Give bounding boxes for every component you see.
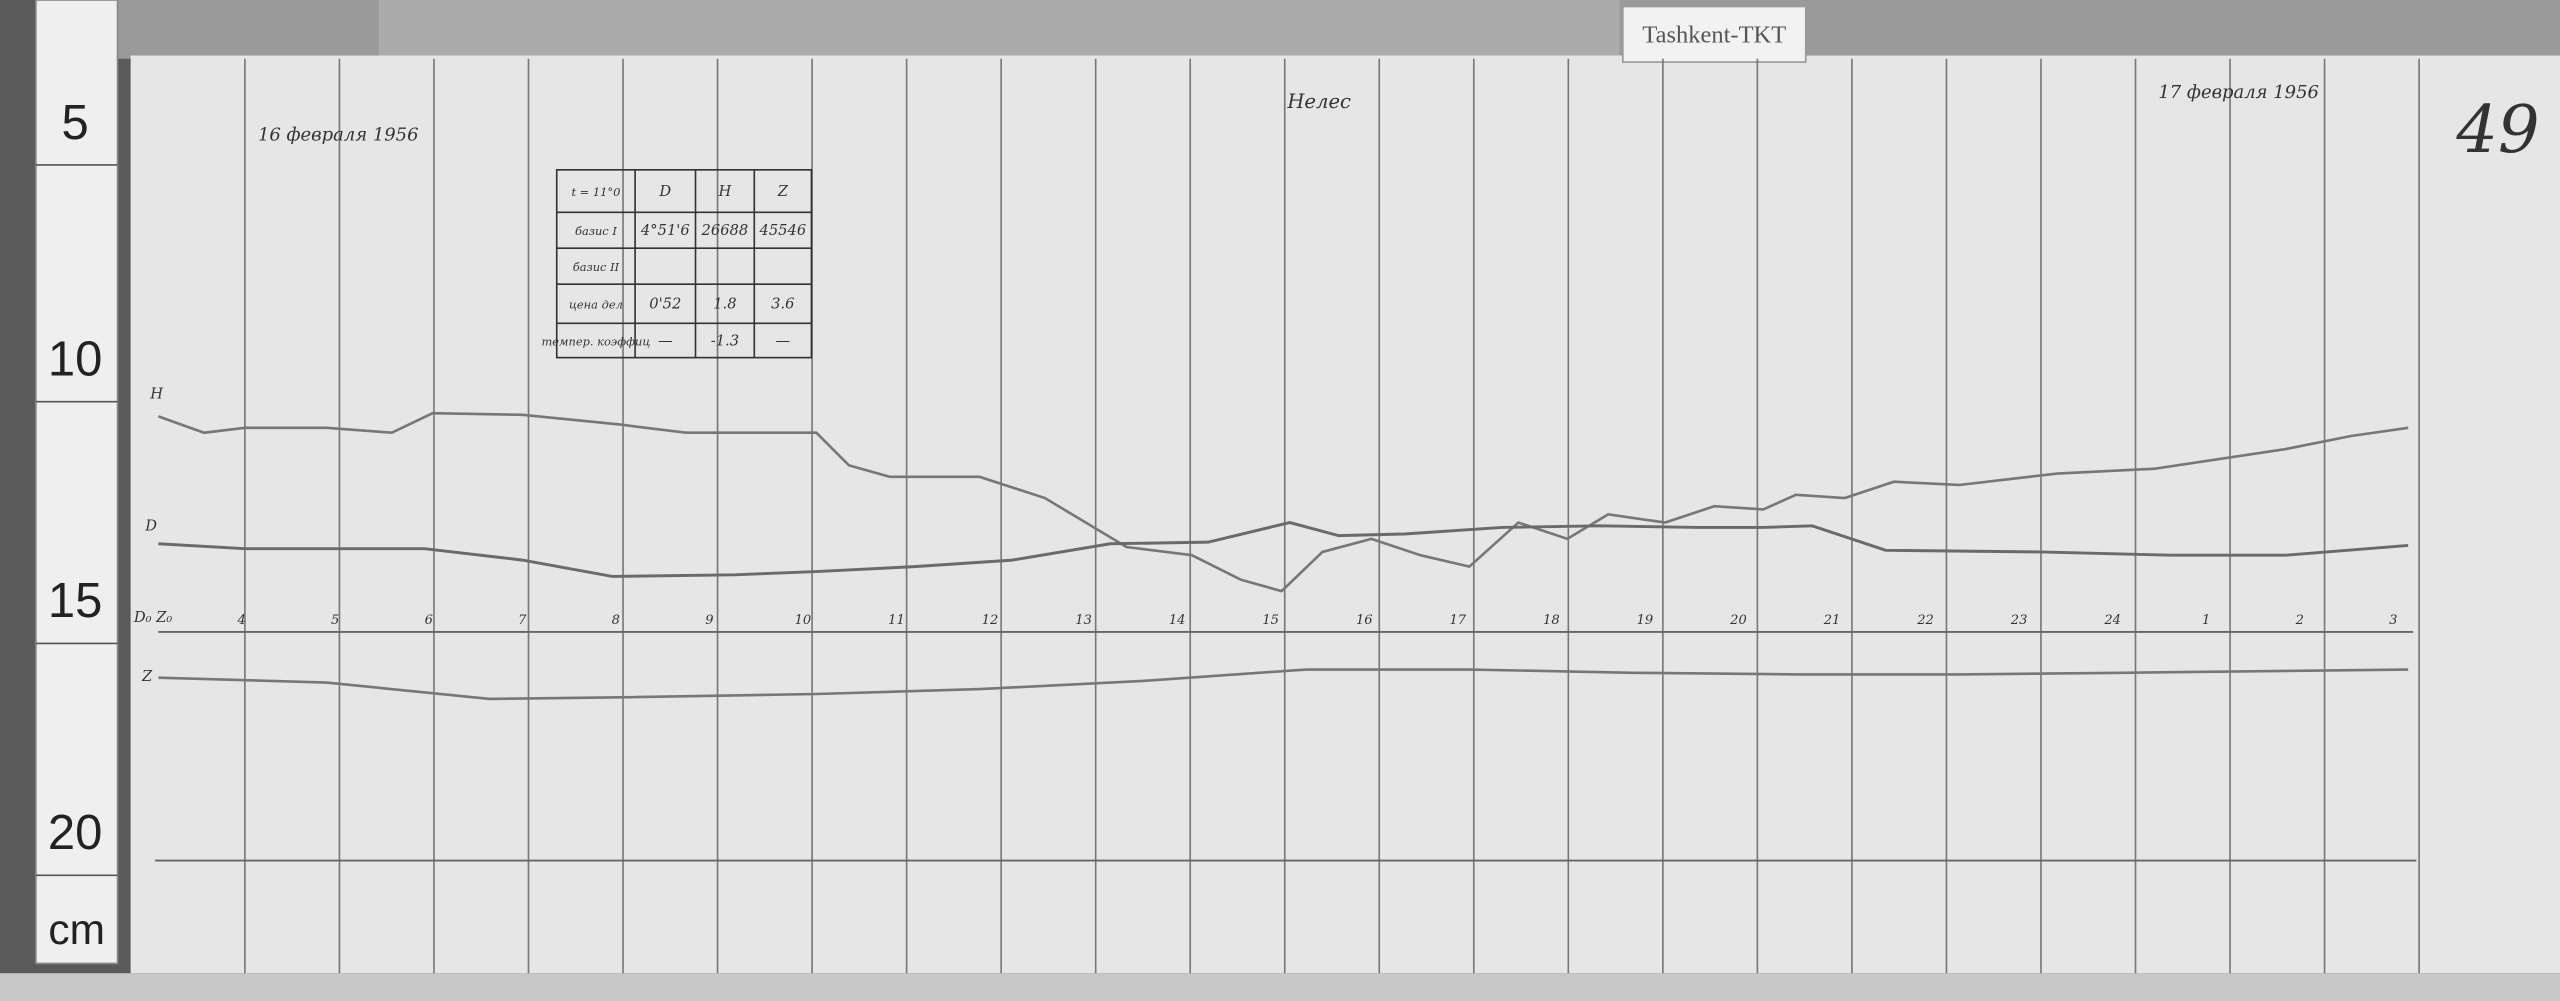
station: Нелес xyxy=(1286,90,1351,113)
table-cell: D xyxy=(658,183,671,200)
table-cell: — xyxy=(658,332,673,349)
table-cell: -1.3 xyxy=(711,332,739,349)
hour-label: 16 xyxy=(1356,613,1373,628)
hour-label: 7 xyxy=(518,613,527,628)
clip xyxy=(378,0,1620,63)
hour-label: 23 xyxy=(2010,613,2028,628)
table-cell: темпер. коэффиц xyxy=(541,334,650,348)
hour-label: 3 xyxy=(2389,613,2397,628)
date-start: 16 февраля 1956 xyxy=(258,124,419,145)
table-cell: цена дел xyxy=(569,298,623,312)
hour-label: 15 xyxy=(1262,613,1279,628)
paper xyxy=(130,55,2560,974)
hour-label: 14 xyxy=(1169,613,1186,628)
table-cell: t = 11°0 xyxy=(571,185,620,199)
table-cell: 45546 xyxy=(758,222,806,239)
ruler-number: 15 xyxy=(48,574,102,628)
hour-label: 18 xyxy=(1543,613,1560,628)
table-cell: 3.6 xyxy=(771,296,794,313)
table-cell: — xyxy=(776,332,791,349)
hour-label: 1 xyxy=(2202,613,2210,628)
ruler-number: 5 xyxy=(61,96,88,150)
trace-label: D xyxy=(144,518,157,535)
bottom-edge xyxy=(0,973,2560,1001)
tag xyxy=(1622,5,1807,63)
hour-label: 9 xyxy=(705,613,713,628)
table-cell: 1.8 xyxy=(713,296,736,313)
grid xyxy=(244,58,2420,974)
trace-z xyxy=(158,668,2409,701)
hour-label: 4 xyxy=(236,613,245,628)
table-cell: базис II xyxy=(573,260,620,274)
sheet-number: 49 xyxy=(2455,92,2539,168)
ruler-number: 10 xyxy=(48,333,102,387)
trace-label: Z xyxy=(141,668,153,685)
table-cell: H xyxy=(717,183,732,200)
date-end: 17 февраля 1956 xyxy=(2158,82,2319,103)
hour-label: 17 xyxy=(1449,613,1466,628)
table-frame xyxy=(555,169,813,359)
table-cell: 26688 xyxy=(701,222,749,239)
ruler-number: 20 xyxy=(48,806,102,860)
hour-label: 6 xyxy=(425,613,433,628)
hour-label: 19 xyxy=(1637,613,1654,628)
table-cell: 4°51'6 xyxy=(640,222,690,239)
hour-label: 20 xyxy=(1729,613,1747,628)
hour-label: 24 xyxy=(2103,613,2121,628)
hour-label: 5 xyxy=(331,613,339,628)
hour-label: 10 xyxy=(795,613,812,628)
hour-label: 12 xyxy=(982,613,999,628)
hour-label: 13 xyxy=(1075,613,1092,628)
table-cell: 0'52 xyxy=(649,296,681,313)
trace-h xyxy=(157,411,2409,593)
hour-label: 11 xyxy=(888,613,905,628)
tag-text: Tashkent-TKT xyxy=(1642,21,1786,48)
trace-label: H xyxy=(149,385,164,402)
table-cell: Z xyxy=(777,183,789,200)
trace-d xyxy=(158,521,2409,578)
hour-label: 22 xyxy=(1916,613,1934,628)
table-cell: базис I xyxy=(575,224,617,238)
hour-label: 8 xyxy=(612,613,620,628)
ruler-unit: cm xyxy=(48,906,105,953)
hour-label: 21 xyxy=(1823,613,1841,628)
trace-label: D₀ Z₀ xyxy=(133,609,173,626)
hour-label: 2 xyxy=(2295,613,2304,628)
ruler xyxy=(35,0,119,965)
